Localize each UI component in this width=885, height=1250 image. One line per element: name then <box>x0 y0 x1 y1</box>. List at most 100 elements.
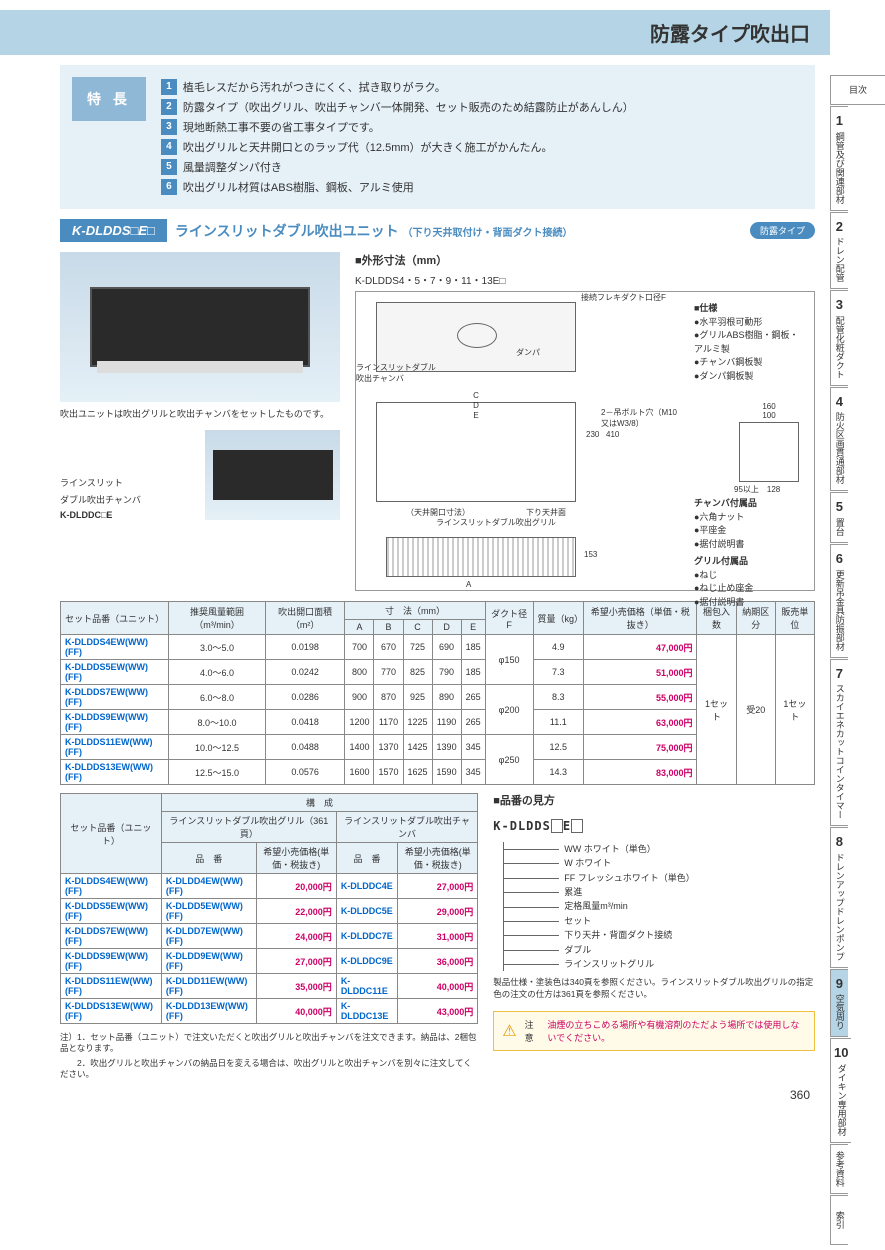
feature-num: 2 <box>161 99 177 115</box>
part-line-item: ラインスリットグリル <box>564 957 815 971</box>
tab-num: 8 <box>836 834 843 850</box>
chamber-label2: ダブル吹出チャンバ <box>60 493 195 506</box>
dim-label-duct: 接続フレキダクト口径F <box>581 292 666 303</box>
feature-text: 吹出グリルと天井開口とのラップ代（12.5mm）が大きく施工がかんたん。 <box>183 139 553 155</box>
tab-num: 4 <box>836 394 843 410</box>
note-reference: 製品仕様・塗装色は340頁を参照ください。ラインスリットダブル吹出グリルの指定色… <box>493 977 815 1001</box>
part-number-diagram: ■品番の見方 K-DLDDSE WW ホワイト（単色）W ホワイトFF フレッシ… <box>493 793 815 971</box>
page-title: 防露タイプ吹出口 <box>0 10 830 55</box>
model-subtitle: （下り天井取付け・背面ダクト接続） <box>403 228 573 239</box>
side-tab-2[interactable]: 2 ドレン配管 <box>830 212 848 290</box>
part-line-item: セット <box>564 914 815 928</box>
spec-title: ■仕様 <box>694 302 804 316</box>
side-tab-3[interactable]: 3 配管化粧ダクト <box>830 290 848 386</box>
chamber-acc-item: ●六角ナット <box>694 511 804 525</box>
grill-acc-item: ●ねじ <box>694 569 804 583</box>
photo-caption: 吹出ユニットは吹出グリルと吹出チャンバをセットしたものです。 <box>60 407 340 420</box>
features-box: 特 長 1 植毛レスだから汚れがつきにくく、拭き取りがラク。 2 防露タイプ（吹出グリ… <box>60 65 815 209</box>
feature-text: 植毛レスだから汚れがつきにくく、拭き取りがラク。 <box>183 79 446 95</box>
part-num-title: ■品番の見方 <box>493 793 815 811</box>
chamber-acc-item: ●平座金 <box>694 524 804 538</box>
product-photo-main <box>60 252 340 402</box>
feature-num: 3 <box>161 119 177 135</box>
feature-item: 6 吹出グリル材質はABS樹脂、鋼板、アルミ使用 <box>161 177 803 197</box>
side-tab-4[interactable]: 4 防火区画貫通部材 <box>830 387 848 492</box>
tab-num: 3 <box>836 297 843 313</box>
tab-num: 2 <box>836 219 843 235</box>
feature-text: 吹出グリル材質はABS樹脂、鋼板、アルミ使用 <box>183 179 414 195</box>
footnote-2: 2．吹出グリルと吹出チャンバの納品日を変える場合は、吹出グリルと吹出チャンバを別… <box>60 1058 478 1080</box>
dim-label-chamber: ラインスリットダブル吹出チャンバ <box>356 362 436 384</box>
grill-acc-item: ●据付説明書 <box>694 596 804 610</box>
tab-num: 9 <box>836 976 843 992</box>
tab-num: 1 <box>836 113 843 129</box>
feature-text: 風量調整ダンパ付き <box>183 159 282 175</box>
side-tab-5[interactable]: 5 置台 <box>830 492 848 543</box>
spec-table-2: セット品番（ユニット）構 成ラインスリットダブル吹出グリル（361頁）ラインスリ… <box>60 793 478 1024</box>
spec-list: ■仕様 ●水平羽根可動形●グリルABS樹脂・鋼板・アルミ製●チャンバ鋼板製●ダン… <box>694 302 804 383</box>
footnote-1: 注）1．セット品番（ユニット）で注文いただくと吹出グリルと吹出チャンバを注文でき… <box>60 1032 478 1054</box>
side-tab-6[interactable]: 6更新吊金具防振部材 <box>830 544 848 658</box>
tab-label: 目次 <box>849 85 867 96</box>
warning-icon: ⚠ <box>502 1021 516 1041</box>
side-tab-9[interactable]: 9 空気周り <box>830 969 848 1038</box>
tab-num: 7 <box>836 666 843 682</box>
feature-text: 防露タイプ（吹出グリル、吹出チャンバ一体開発、セット販売のため結露防止があんしん… <box>183 99 634 115</box>
tab-label: 参考資料 <box>834 1151 845 1187</box>
page-number: 360 <box>60 1088 815 1102</box>
tab-num: 6 <box>836 551 843 567</box>
feature-num: 6 <box>161 179 177 195</box>
tab-label: 配管化粧ダクト <box>834 316 845 379</box>
tab-label: 置台 <box>834 518 845 536</box>
spec-item: ●水平羽根可動形 <box>694 316 804 330</box>
tab-label: 鋼管及び関連部材 <box>834 132 845 204</box>
part-line-item: W ホワイト <box>564 856 815 870</box>
part-num-code: K-DLDDSE <box>493 817 815 836</box>
tab-label: ドレンアップドレンポンプ <box>834 853 845 961</box>
side-tab-0[interactable]: 目次 <box>830 75 885 105</box>
dim-label-damper: ダンパ <box>516 347 540 358</box>
feature-text: 現地断熱工事不要の省工事タイプです。 <box>183 119 380 135</box>
tab-label: 索引 <box>834 1211 845 1229</box>
dimensions-header: ■外形寸法（mm） <box>355 252 815 268</box>
side-tabs: 目次 1 鋼管及び関連部材 2 ドレン配管 3 配管化粧ダクト 4 防火区画貫通部材 5 置台 6更新… <box>830 0 885 1246</box>
model-code: K-DLDDS□E□ <box>60 219 167 242</box>
dim-label-bolt: 2－吊ボルト穴（M10又はW3/8） <box>601 407 681 429</box>
warning-label: 注意 <box>525 1018 540 1044</box>
side-tab-10[interactable]: 10ダイキン専用部材 <box>830 1038 851 1143</box>
features-list: 1 植毛レスだから汚れがつきにくく、拭き取りがラク。 2 防露タイプ（吹出グリル、吹出… <box>161 77 803 197</box>
part-line-item: WW ホワイト（単色） <box>564 842 815 856</box>
part-line-item: ダブル <box>564 943 815 957</box>
feature-item: 1 植毛レスだから汚れがつきにくく、拭き取りがラク。 <box>161 77 803 97</box>
grill-acc-title: グリル付属品 <box>694 555 804 569</box>
chamber-label1: ラインスリット <box>60 476 195 489</box>
feature-item: 3 現地断熱工事不要の省工事タイプです。 <box>161 117 803 137</box>
model-title-text: ラインスリットダブル吹出ユニット <box>175 223 399 239</box>
side-tab-7[interactable]: 7 スカイエネカットコインタイマー <box>830 659 848 827</box>
feature-num: 1 <box>161 79 177 95</box>
feature-item: 4 吹出グリルと天井開口とのラップ代（12.5mm）が大きく施工がかんたん。 <box>161 137 803 157</box>
feature-num: 4 <box>161 139 177 155</box>
tab-label: 防火区画貫通部材 <box>834 412 845 484</box>
feature-item: 2 防露タイプ（吹出グリル、吹出チャンバ一体開発、セット販売のため結露防止があんし… <box>161 97 803 117</box>
side-tab-12[interactable]: 索引 <box>830 1195 848 1245</box>
spec-table-1: セット品番（ユニット）推奨風量範囲（m³/min）吹出開口面積（m²）寸 法（m… <box>60 601 815 785</box>
dimensions-sub: K-DLDDS4・5・7・9・11・13E□ <box>355 272 815 287</box>
tab-num: 5 <box>836 499 843 515</box>
side-tab-11[interactable]: 参考資料 <box>830 1144 848 1194</box>
tab-label: スカイエネカットコインタイマー <box>834 684 845 819</box>
features-label: 特 長 <box>72 77 146 121</box>
side-tab-1[interactable]: 1 鋼管及び関連部材 <box>830 106 848 211</box>
dim-label-grill: ラインスリットダブル吹出グリル <box>436 517 556 528</box>
side-tab-8[interactable]: 8 ドレンアップドレンポンプ <box>830 827 848 968</box>
warning-text: 油煙の立ちこめる場所や有機溶剤のただよう場所では使用しないでください。 <box>547 1018 806 1044</box>
tab-label: ドレン配管 <box>834 237 845 282</box>
tab-label: 空気周り <box>834 994 845 1030</box>
technical-drawing: 接続フレキダクト口径F ダンパ ラインスリットダブル吹出チャンバ C D E 2… <box>355 291 815 591</box>
feature-num: 5 <box>161 159 177 175</box>
chamber-acc-title: チャンバ付属品 <box>694 497 804 511</box>
grill-acc-item: ●ねじ止め座金 <box>694 582 804 596</box>
model-badge: 防露タイプ <box>750 222 815 239</box>
spec-item: ●チャンバ鋼板製 <box>694 356 804 370</box>
part-line-item: 定格風量m³/min <box>564 899 815 913</box>
